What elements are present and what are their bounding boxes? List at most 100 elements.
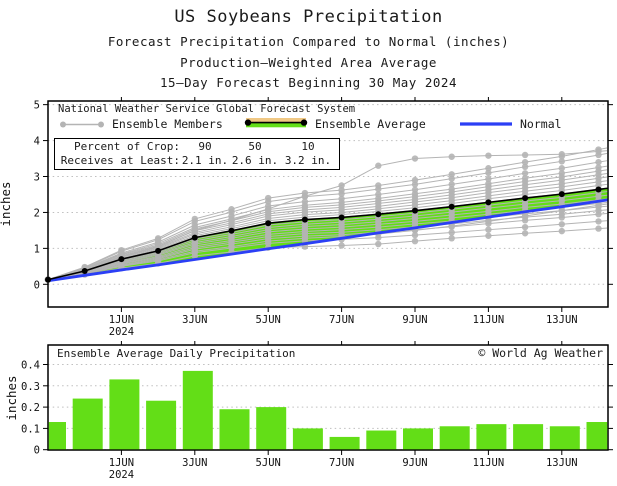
y-tick-label: 0 xyxy=(34,445,40,457)
y-tick-label: 3 xyxy=(34,172,40,184)
legend-source-label: National Weather Service Global Forecast… xyxy=(58,103,356,115)
ensemble-member-marker xyxy=(521,163,529,171)
ensemble-member-marker xyxy=(485,218,492,225)
ensemble-average-marker xyxy=(375,211,382,218)
ensemble-member-marker xyxy=(595,225,602,232)
ensemble-member-marker xyxy=(228,217,235,224)
y-tick-label: 1 xyxy=(34,243,40,255)
ensemble-member-marker xyxy=(558,158,565,165)
normal-line xyxy=(47,198,609,283)
ensemble-average-marker xyxy=(595,186,602,193)
x-tick-label: 5JUN xyxy=(256,457,281,469)
chart-subtitle-1: Forecast Precipitation Compared to Norma… xyxy=(107,34,510,49)
plot-frame xyxy=(47,344,609,451)
crop-row1-value-90pct: 90 xyxy=(198,140,212,153)
chart-title: US Soybeans Precipitation xyxy=(174,7,443,27)
y-tick-label: 0.4 xyxy=(21,360,40,372)
ensemble-average-marker xyxy=(301,216,308,223)
ensemble-member-marker xyxy=(338,182,345,189)
crop-row2-value-10pct: 3.2 in. xyxy=(284,153,332,167)
x-tick-label: 1JUN xyxy=(109,457,134,469)
ensemble-member-marker xyxy=(485,175,492,183)
ensemble-member-marker xyxy=(265,205,272,213)
ensemble-member-marker xyxy=(595,218,602,225)
daily-precip-bar xyxy=(256,407,287,450)
ensemble-average-marker xyxy=(412,207,418,214)
x-tick-label: 11JUN xyxy=(473,314,505,326)
ensemble-member-marker xyxy=(338,186,345,194)
daily-precip-bar xyxy=(72,398,103,450)
x-tick-label: 7JUN xyxy=(329,457,354,469)
ensemble-member-marker xyxy=(595,164,602,171)
plot-frame xyxy=(47,100,609,308)
ensemble-member-marker xyxy=(485,180,492,187)
ensemble-member-marker xyxy=(118,246,125,254)
daily-precip-bar xyxy=(48,422,66,450)
x-tick-label: 3JUN xyxy=(182,314,207,326)
ensemble-member-marker xyxy=(558,165,565,172)
daily-precip-bar xyxy=(366,430,397,450)
crop-row2-label: Receives at Least: xyxy=(60,153,180,167)
ensemble-average-icon xyxy=(243,116,309,130)
daily-precip-bar xyxy=(476,424,507,450)
daily-precip-bar xyxy=(549,426,580,450)
ensemble-member-marker xyxy=(448,222,455,230)
ensemble-member-marker xyxy=(448,229,455,236)
ensemble-member-marker xyxy=(411,155,419,162)
crop-row2-value-50pct: 2.6 in. xyxy=(231,153,279,167)
ensemble-member-marker xyxy=(411,231,419,239)
y-tick-label: 0.3 xyxy=(21,381,40,393)
legend-ensemble-members-label: Ensemble Members xyxy=(112,117,223,131)
daily-precip-bar xyxy=(146,400,177,450)
x-tick-label: 3JUN xyxy=(182,457,207,469)
ensemble-members-icon xyxy=(58,119,106,130)
ensemble-member-marker xyxy=(448,171,455,178)
legend-normal-label: Normal xyxy=(520,117,562,131)
crop-row1-label: Percent of Crop: xyxy=(74,140,180,153)
x-tick-label: 9JUN xyxy=(402,314,427,326)
ensemble-member-marker xyxy=(375,162,382,169)
y-tick-label: 4 xyxy=(34,136,40,148)
daily-precip-bar xyxy=(513,424,544,450)
y-tick-label: 2 xyxy=(34,207,40,219)
ensemble-average-marker xyxy=(191,234,198,241)
crop-row1-value-50pct: 50 xyxy=(248,140,262,153)
ensemble-average-marker xyxy=(118,256,125,263)
ensemble-member-marker xyxy=(485,152,492,159)
ensemble-member-marker xyxy=(265,194,272,202)
daily-precip-bar xyxy=(586,422,608,450)
ensemble-member-marker xyxy=(265,237,272,245)
ensemble-member-marker xyxy=(411,237,419,245)
daily-precip-bar xyxy=(292,428,323,450)
y-tick-label: 0.1 xyxy=(21,423,40,435)
ensemble-member-marker xyxy=(485,232,492,239)
ensemble-member-marker xyxy=(301,193,309,200)
daily-precip-bar xyxy=(403,428,433,450)
chart-subtitle-2: Production–Weighted Area Average xyxy=(180,55,437,70)
ensemble-member-marker xyxy=(154,243,162,250)
ensemble-member-marker xyxy=(228,243,235,250)
ensemble-member-marker xyxy=(228,206,235,213)
ensemble-member-marker xyxy=(521,175,529,182)
ensemble-average-marker xyxy=(155,247,162,254)
y-tick-label: 0 xyxy=(34,279,40,291)
ensemble-member-marker xyxy=(521,151,529,159)
legend-ensemble-average-label: Ensemble Average xyxy=(315,117,426,131)
x-tick-year-label: 2024 xyxy=(109,326,134,338)
ensemble-member-marker xyxy=(521,223,529,231)
x-tick-label: 13JUN xyxy=(546,314,578,326)
ensemble-member-marker xyxy=(521,230,529,237)
crop-row1-value-10pct: 10 xyxy=(301,140,315,153)
y-tick-label: 0.2 xyxy=(21,402,40,414)
ensemble-member-marker xyxy=(448,185,455,193)
ensemble-member-marker xyxy=(375,240,382,248)
daily-precip-bar xyxy=(219,409,250,450)
ensemble-member-marker xyxy=(558,221,565,228)
ensemble-average-marker xyxy=(558,191,565,198)
ensemble-average-marker xyxy=(522,195,529,202)
y-axis-label: inches xyxy=(4,375,19,420)
x-tick-label: 13JUN xyxy=(546,457,578,469)
x-tick-label: 7JUN xyxy=(329,314,354,326)
